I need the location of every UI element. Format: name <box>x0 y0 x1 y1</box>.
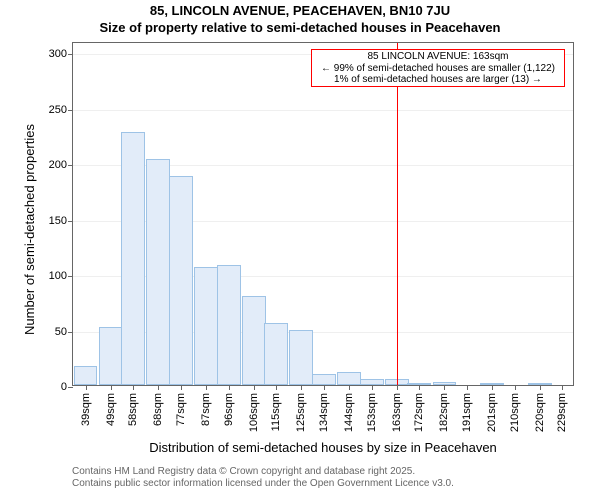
histogram-bar <box>289 330 313 385</box>
x-tick-mark <box>181 385 182 390</box>
x-tick-label: 220sqm <box>534 393 546 432</box>
x-tick-label: 106sqm <box>248 393 260 432</box>
histogram-bar <box>312 374 336 385</box>
annotation-box: 85 LINCOLN AVENUE: 163sqm ← 99% of semi-… <box>311 49 565 87</box>
x-tick-label: 153sqm <box>366 393 378 432</box>
y-axis-label: Number of semi-detached properties <box>22 124 37 335</box>
histogram-bar <box>433 382 457 385</box>
x-tick-mark <box>540 385 541 390</box>
x-tick-mark <box>397 385 398 390</box>
histogram-bar <box>264 323 288 385</box>
x-tick-label: 229sqm <box>556 393 568 432</box>
y-tick-label: 300 <box>49 48 73 60</box>
annotation-line3: 1% of semi-detached houses are larger (1… <box>316 74 560 86</box>
annotation-line1: 85 LINCOLN AVENUE: 163sqm <box>316 51 560 63</box>
x-tick-label: 115sqm <box>270 393 282 431</box>
y-tick-label: 100 <box>49 270 73 282</box>
histogram-bar <box>407 383 431 385</box>
histogram-bar <box>480 383 504 385</box>
x-tick-mark <box>515 385 516 390</box>
x-tick-label: 182sqm <box>438 393 450 432</box>
x-tick-mark <box>86 385 87 390</box>
gridline-horizontal <box>73 110 573 111</box>
x-tick-label: 201sqm <box>486 393 498 432</box>
x-tick-mark <box>254 385 255 390</box>
y-tick-label: 150 <box>49 215 73 227</box>
histogram-bar <box>242 296 266 385</box>
histogram-bar <box>146 159 170 385</box>
annotation-line2: ← 99% of semi-detached houses are smalle… <box>316 63 560 75</box>
histogram-bar <box>217 265 241 385</box>
chart-title-line1: 85, LINCOLN AVENUE, PEACEHAVEN, BN10 7JU <box>0 3 600 18</box>
chart-title-line2: Size of property relative to semi-detach… <box>0 20 600 35</box>
x-tick-mark <box>444 385 445 390</box>
x-tick-mark <box>158 385 159 390</box>
chart-container: 85, LINCOLN AVENUE, PEACEHAVEN, BN10 7JU… <box>0 0 600 500</box>
x-tick-label: 191sqm <box>461 393 473 432</box>
x-tick-label: 210sqm <box>509 393 521 432</box>
x-tick-label: 125sqm <box>295 393 307 432</box>
x-tick-label: 163sqm <box>391 393 403 432</box>
footer-line2: Contains public sector information licen… <box>72 478 454 489</box>
x-tick-label: 39sqm <box>80 393 92 426</box>
y-tick-label: 0 <box>61 381 73 393</box>
x-tick-mark <box>111 385 112 390</box>
histogram-bar <box>337 372 361 385</box>
histogram-bar <box>528 383 552 385</box>
x-axis-label: Distribution of semi-detached houses by … <box>72 440 574 455</box>
y-tick-label: 200 <box>49 159 73 171</box>
x-tick-mark <box>562 385 563 390</box>
marker-vertical-line <box>397 43 398 385</box>
y-tick-label: 50 <box>55 326 73 338</box>
x-tick-label: 58sqm <box>127 393 139 426</box>
histogram-bar <box>121 132 145 385</box>
histogram-bar <box>169 176 193 385</box>
x-tick-mark <box>133 385 134 390</box>
x-tick-mark <box>349 385 350 390</box>
x-tick-label: 172sqm <box>413 393 425 432</box>
y-tick-label: 250 <box>49 104 73 116</box>
x-tick-label: 87sqm <box>200 393 212 426</box>
x-tick-label: 77sqm <box>175 393 187 426</box>
histogram-bar <box>360 379 384 385</box>
x-tick-label: 134sqm <box>318 393 330 432</box>
x-tick-mark <box>419 385 420 390</box>
x-tick-mark <box>324 385 325 390</box>
x-tick-mark <box>301 385 302 390</box>
footer-line1: Contains HM Land Registry data © Crown c… <box>72 466 415 477</box>
histogram-bar <box>194 267 218 385</box>
x-tick-label: 144sqm <box>343 393 355 432</box>
x-tick-mark <box>206 385 207 390</box>
x-tick-label: 68sqm <box>152 393 164 426</box>
x-tick-label: 49sqm <box>105 393 117 426</box>
histogram-bar <box>74 366 98 385</box>
x-tick-mark <box>492 385 493 390</box>
x-tick-mark <box>229 385 230 390</box>
histogram-bar <box>99 327 123 385</box>
x-tick-mark <box>372 385 373 390</box>
x-tick-mark <box>467 385 468 390</box>
plot-area: 05010015020025030039sqm49sqm58sqm68sqm77… <box>72 42 574 386</box>
x-tick-label: 96sqm <box>223 393 235 426</box>
x-tick-mark <box>276 385 277 390</box>
